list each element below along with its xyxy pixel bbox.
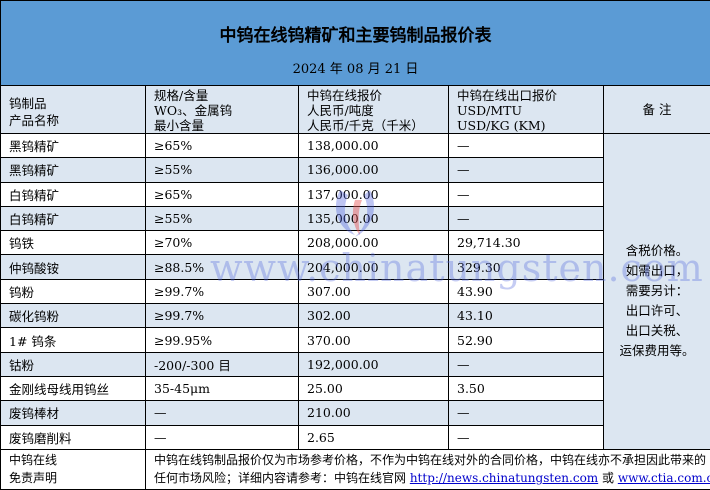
spec-cell: ≥55%: [146, 158, 299, 182]
price-cell: 210.00: [299, 401, 449, 425]
chinatungsten-link[interactable]: http://news.chinatungsten.com: [410, 471, 598, 485]
header-remark: 备 注: [604, 86, 710, 134]
export-price-cell: 52.90: [449, 328, 604, 352]
spec-cell: -200/-300 目: [146, 352, 299, 376]
export-price-cell: 43.10: [449, 304, 604, 328]
price-cell: 135,000.00: [299, 206, 449, 230]
price-cell: 137,000.00: [299, 182, 449, 206]
table-date: 2024 年 08 月 21 日: [9, 58, 702, 77]
export-price-cell: 29,714.30: [449, 231, 604, 255]
spec-cell: ≥65%: [146, 134, 299, 158]
spec-cell: ≥55%: [146, 206, 299, 230]
spec-cell: ≥88.5%: [146, 255, 299, 279]
price-cell: 370.00: [299, 328, 449, 352]
remark-cell: 含税价格。如需出口，需要另计：出口许可、出口关税、运保费用等。: [604, 134, 710, 450]
disclaimer-text: 中钨在线钨制品报价仅为市场参考价格，不作为中钨在线对外的合同价格，中钨在线亦不承…: [146, 449, 710, 489]
export-price-cell: 43.90: [449, 279, 604, 303]
product-name: 钨铁: [1, 231, 146, 255]
spec-cell: ≥99.95%: [146, 328, 299, 352]
disclaimer-row: 中钨在线免责声明 中钨在线钨制品报价仅为市场参考价格，不作为中钨在线对外的合同价…: [1, 449, 710, 489]
spec-cell: ≥99.7%: [146, 304, 299, 328]
export-price-cell: —: [449, 206, 604, 230]
export-price-cell: —: [449, 134, 604, 158]
product-name: 1# 钨条: [1, 328, 146, 352]
export-price-cell: —: [449, 425, 604, 449]
price-cell: 302.00: [299, 304, 449, 328]
table-row: 黑钨精矿≥65%138,000.00—含税价格。如需出口，需要另计：出口许可、出…: [1, 134, 710, 158]
product-name: 废钨棒材: [1, 401, 146, 425]
price-cell: 307.00: [299, 279, 449, 303]
product-name: 金刚线母线用钨丝: [1, 376, 146, 400]
spec-cell: —: [146, 401, 299, 425]
product-name: 白钨精矿: [1, 182, 146, 206]
product-name: 白钨精矿: [1, 206, 146, 230]
product-name: 钴粉: [1, 352, 146, 376]
export-price-cell: —: [449, 158, 604, 182]
table-title-cell: 中钨在线钨精矿和主要钨制品报价表 2024 年 08 月 21 日: [1, 1, 710, 86]
price-cell: 25.00: [299, 376, 449, 400]
price-cell: 204,000.00: [299, 255, 449, 279]
export-price-cell: 3.50: [449, 376, 604, 400]
spec-cell: 35-45μm: [146, 376, 299, 400]
price-cell: 208,000.00: [299, 231, 449, 255]
product-name: 黑钨精矿: [1, 134, 146, 158]
header-product: 钨制品产品名称: [1, 86, 146, 134]
price-cell: 136,000.00: [299, 158, 449, 182]
spec-cell: ≥65%: [146, 182, 299, 206]
disclaimer-label: 中钨在线免责声明: [1, 449, 146, 489]
price-cell: 138,000.00: [299, 134, 449, 158]
price-cell: 2.65: [299, 425, 449, 449]
spec-cell: —: [146, 425, 299, 449]
price-cell: 192,000.00: [299, 352, 449, 376]
export-price-cell: —: [449, 401, 604, 425]
spec-cell: ≥99.7%: [146, 279, 299, 303]
product-name: 仲钨酸铵: [1, 255, 146, 279]
spec-cell: ≥70%: [146, 231, 299, 255]
header-price: 中钨在线报价人民币/吨度人民币/千克（千米）: [299, 86, 449, 134]
export-price-cell: —: [449, 352, 604, 376]
product-name: 黑钨精矿: [1, 158, 146, 182]
product-name: 钨粉: [1, 279, 146, 303]
product-name: 废钨磨削料: [1, 425, 146, 449]
product-name: 碳化钨粉: [1, 304, 146, 328]
table-title: 中钨在线钨精矿和主要钨制品报价表: [9, 10, 702, 58]
export-price-cell: 329.30: [449, 255, 604, 279]
ctia-link[interactable]: www.ctia.com.cn: [618, 471, 710, 485]
export-price-cell: —: [449, 182, 604, 206]
